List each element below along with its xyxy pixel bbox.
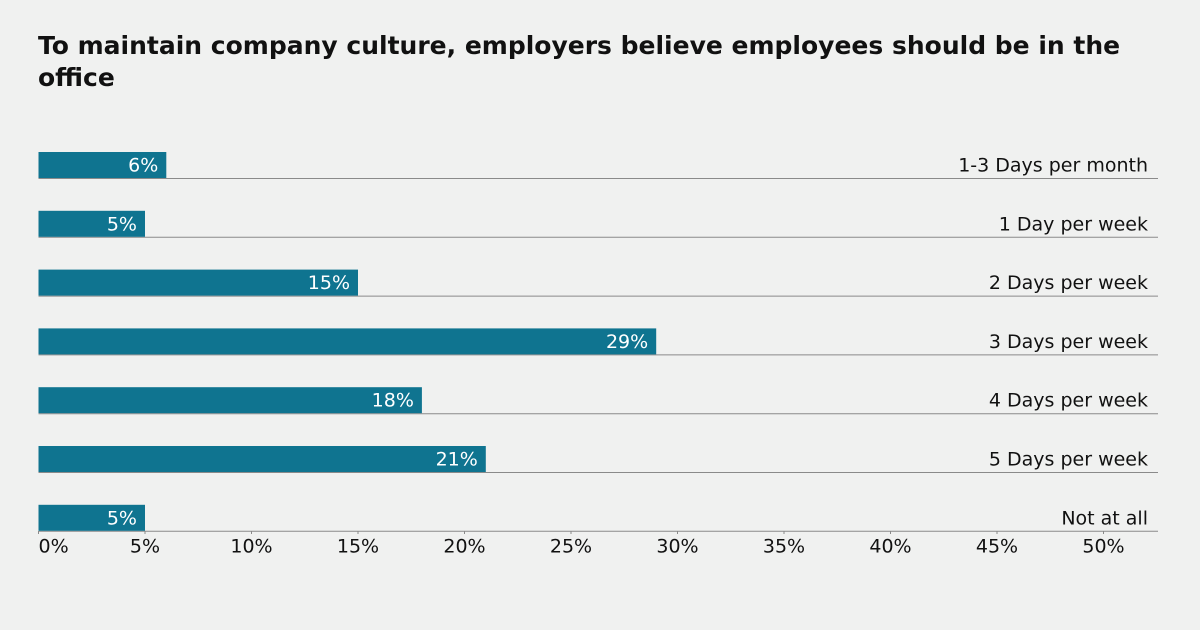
x-tick-label: 25% bbox=[550, 536, 592, 558]
data-label: 15% bbox=[308, 272, 350, 294]
data-label: 29% bbox=[606, 331, 648, 353]
x-tick-label: 5% bbox=[130, 536, 160, 558]
bar bbox=[38, 504, 145, 531]
data-label: 5% bbox=[107, 507, 137, 529]
category-label: Not at all bbox=[1061, 507, 1148, 529]
x-tick-label: 35% bbox=[763, 536, 805, 558]
x-tick-label: 30% bbox=[656, 536, 698, 558]
bar bbox=[38, 446, 486, 472]
x-tick-label: 15% bbox=[337, 536, 379, 558]
data-label: 21% bbox=[436, 449, 478, 471]
x-tick-label: 10% bbox=[230, 536, 272, 558]
bar bbox=[38, 210, 145, 237]
bar bbox=[38, 152, 167, 178]
x-tick-label: 45% bbox=[976, 536, 1018, 558]
category-label: 1-3 Days per month bbox=[958, 155, 1148, 177]
category-label: 1 Day per week bbox=[999, 213, 1148, 235]
bar bbox=[38, 328, 657, 355]
data-label: 5% bbox=[107, 213, 137, 235]
x-tick-label: 0% bbox=[39, 536, 69, 558]
data-label: 18% bbox=[372, 390, 414, 412]
x-tick-label: 20% bbox=[443, 536, 485, 558]
x-tick-label: 40% bbox=[869, 536, 911, 558]
bar bbox=[38, 387, 422, 414]
category-label: 4 Days per week bbox=[989, 390, 1148, 412]
chart-title: To maintain company culture, employers b… bbox=[38, 31, 1121, 92]
category-label: 3 Days per week bbox=[989, 331, 1148, 353]
category-label: 5 Days per week bbox=[989, 449, 1148, 471]
data-label: 6% bbox=[128, 155, 158, 177]
x-tick-label: 50% bbox=[1082, 536, 1124, 558]
category-label: 2 Days per week bbox=[989, 272, 1148, 294]
bar bbox=[38, 269, 358, 296]
